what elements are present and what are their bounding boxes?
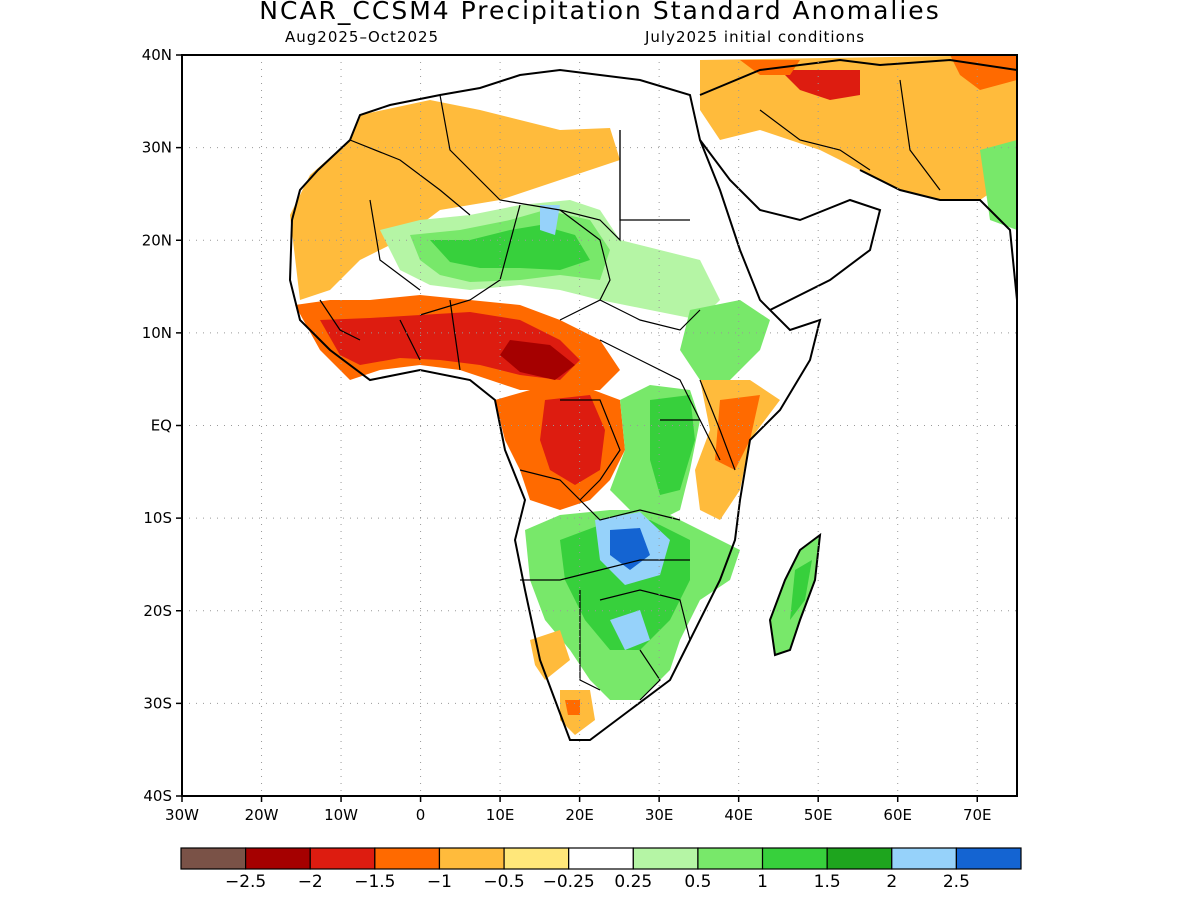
forecast-period: Aug2025–Oct2025 (285, 28, 440, 46)
lon-label: 30W (165, 806, 199, 824)
legend-label: 0.25 (614, 872, 652, 892)
anomaly-fields (290, 55, 1017, 735)
lat-label: 10S (143, 509, 172, 527)
legend-swatch (955, 847, 1022, 870)
legend-label: 1.5 (814, 872, 841, 892)
legend-swatch (568, 847, 634, 870)
lon-label: 50E (804, 806, 833, 824)
lat-label: EQ (151, 417, 172, 435)
legend-swatch (697, 847, 764, 870)
legend-swatch (438, 847, 505, 870)
color-legend: −2.5 −2 −1.5 −1 −0.5 −0.25 0.25 0.5 1 1.5 2 2.5 (180, 847, 1022, 892)
legend-swatch (891, 847, 957, 870)
lon-label: 70E (963, 806, 992, 824)
legend-label: −1 (427, 872, 452, 892)
initial-conditions: July2025 initial conditions (645, 28, 866, 46)
legend-label: −0.25 (543, 872, 595, 892)
country-borders (319, 79, 941, 701)
legend-swatch (826, 847, 893, 870)
legend-label: 0.5 (684, 872, 711, 892)
lon-label: 30E (645, 806, 674, 824)
legend-swatch (632, 847, 699, 870)
lat-label: 20S (143, 602, 172, 620)
legend-swatch (180, 847, 247, 870)
map-title: NCAR_CCSM4 Precipitation Standard Anomal… (259, 0, 941, 25)
legend-swatch (309, 847, 376, 870)
legend-label: −2.5 (225, 872, 266, 892)
legend-label: −0.5 (483, 872, 524, 892)
lon-label: 20W (245, 806, 279, 824)
legend-label: 2.5 (943, 872, 970, 892)
legend-label: 2 (886, 872, 897, 892)
legend-swatch (761, 847, 828, 870)
lat-label: 10N (142, 324, 172, 342)
lat-label: 20N (142, 231, 172, 249)
lon-label: 0 (416, 806, 426, 824)
lon-label: 60E (883, 806, 912, 824)
lat-label: 30S (143, 694, 172, 712)
latitude-labels: 40N 30N 20N 10N EQ 10S 20S 30S 40S (142, 46, 172, 805)
lon-label: 40E (724, 806, 753, 824)
legend-swatch (245, 847, 311, 870)
lon-label: 20E (565, 806, 594, 824)
lon-label: 10E (486, 806, 515, 824)
axis-ticks (176, 54, 978, 802)
legend-label: −2 (298, 872, 323, 892)
legend-swatch (503, 847, 570, 870)
legend-label: −1.5 (354, 872, 395, 892)
lat-label: 40N (142, 46, 172, 64)
legend-swatch (374, 847, 441, 870)
lat-label: 40S (143, 787, 172, 805)
longitude-labels: 30W 20W 10W 0 10E 20E 30E 40E 50E 60E 70E (165, 806, 991, 824)
lat-label: 30N (142, 139, 172, 157)
anomaly-map: 40N 30N 20N 10N EQ 10S 20S 30S 40S 30W 20W 10W 0 10E… (142, 46, 1018, 824)
lon-label: 10W (324, 806, 358, 824)
coastlines (288, 58, 1017, 741)
legend-label: 1 (757, 872, 768, 892)
